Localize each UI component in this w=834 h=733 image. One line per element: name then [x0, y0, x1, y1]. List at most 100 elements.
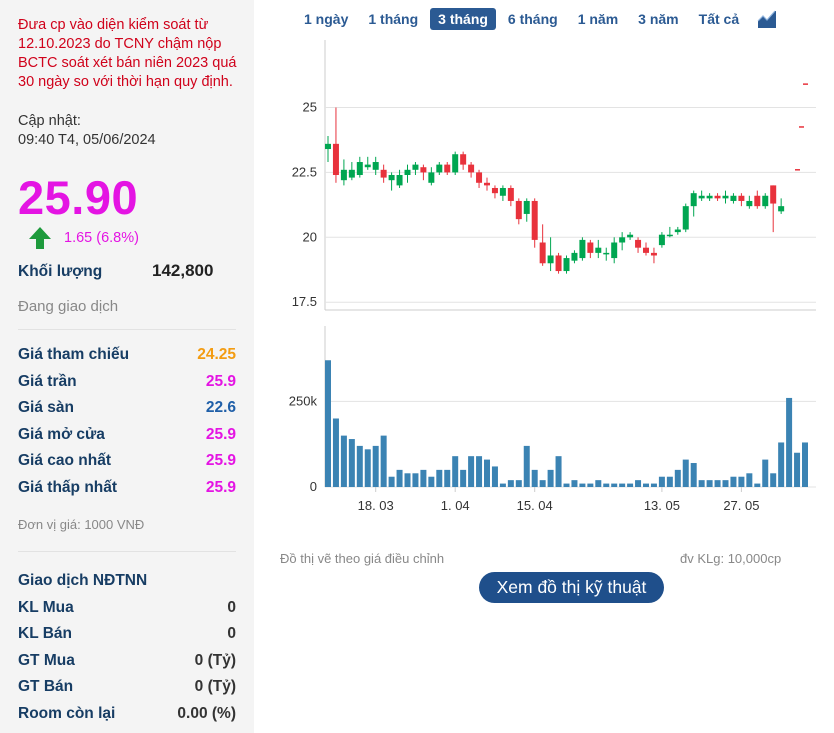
candle-body	[372, 162, 379, 170]
volume-bar	[356, 445, 363, 487]
candle	[491, 185, 498, 199]
candle	[627, 232, 634, 240]
candle-body	[507, 187, 514, 201]
volume-unit-note: đv KLg: 10,000cp	[680, 551, 782, 566]
volume-bar	[754, 483, 761, 487]
volume-bar	[468, 456, 475, 487]
volume-bar	[730, 476, 737, 487]
foreign-row-buy-volume: KL Mua 0	[18, 599, 236, 616]
candle-body	[515, 200, 522, 220]
candle	[364, 156, 371, 170]
volume-value: 142,800	[152, 261, 214, 280]
candle	[754, 190, 761, 209]
candle	[643, 242, 649, 256]
volume-bar	[762, 459, 769, 487]
candle	[571, 250, 578, 264]
volume-bar	[325, 360, 331, 487]
volume-bar	[658, 476, 665, 487]
foreign-row-room: Room còn lại 0.00 (%)	[18, 705, 236, 722]
tab-1-day[interactable]: 1 ngày	[304, 11, 349, 27]
candle	[635, 237, 642, 253]
volume-bar	[722, 480, 729, 487]
tab-all[interactable]: Tất cả	[698, 11, 740, 27]
candle	[412, 162, 419, 175]
candle	[698, 190, 705, 201]
candle-body	[420, 167, 427, 173]
tab-3-months[interactable]: 3 tháng	[430, 8, 496, 30]
candle	[611, 237, 618, 264]
candle-body	[547, 255, 554, 264]
tab-3-years[interactable]: 3 năm	[638, 11, 679, 27]
candle	[348, 162, 355, 181]
updated-label: Cập nhật:	[18, 113, 81, 129]
volume-bar	[611, 483, 618, 487]
candle-body	[635, 239, 642, 248]
x-tick-label: 27. 05	[723, 498, 759, 513]
up-arrow-icon	[29, 227, 51, 249]
tab-1-month[interactable]: 1 tháng	[368, 11, 419, 27]
volume-bar	[444, 469, 451, 487]
candle	[603, 247, 610, 261]
candle	[396, 169, 403, 188]
volume-bar	[595, 480, 602, 487]
candle-body	[619, 237, 626, 243]
candle	[579, 237, 586, 261]
x-tick-label: 15. 04	[517, 498, 553, 513]
volume-bar	[332, 418, 339, 487]
volume-bar	[746, 473, 753, 487]
candle-body	[452, 154, 459, 173]
area-chart-icon[interactable]	[757, 9, 777, 29]
time-range-tabs: 1 ngày 1 tháng 3 tháng 6 tháng 1 năm 3 n…	[296, 7, 777, 31]
candle	[325, 136, 331, 163]
volume-bar	[348, 439, 355, 487]
volume-bar	[778, 442, 785, 487]
candle	[444, 162, 451, 175]
candle	[547, 237, 554, 272]
candle	[332, 107, 339, 183]
candle	[380, 164, 387, 183]
volume-bar	[603, 483, 610, 487]
x-tick-label: 13. 05	[644, 498, 680, 513]
candle-body	[682, 206, 689, 230]
candle	[436, 162, 443, 175]
candle	[531, 198, 538, 248]
volume-bar	[460, 469, 467, 487]
candle	[762, 193, 769, 209]
technical-chart-button[interactable]: Xem đồ thị kỹ thuật	[479, 572, 664, 603]
volume-bar	[714, 480, 721, 487]
candle-body	[714, 195, 721, 199]
candle	[658, 232, 665, 248]
volume-bar	[643, 483, 649, 487]
price-tick-label: 20	[303, 229, 317, 244]
candle	[730, 193, 737, 204]
volume-bar	[587, 483, 594, 487]
candle-body	[770, 185, 777, 204]
candle-body	[730, 195, 737, 201]
tab-6-months[interactable]: 6 tháng	[507, 11, 558, 27]
price-tick-label: 22.5	[292, 164, 317, 179]
tab-1-year[interactable]: 1 năm	[577, 11, 619, 27]
candle	[595, 239, 602, 259]
volume-bar	[706, 480, 713, 487]
candle	[340, 159, 347, 186]
volume-bar	[698, 480, 705, 487]
candle-body	[690, 193, 697, 207]
candle-body	[436, 164, 443, 173]
price-row-reference: Giá tham chiếu 24.25	[18, 346, 236, 363]
candle	[499, 185, 506, 201]
candle-body	[658, 234, 665, 246]
candle-body	[325, 143, 331, 150]
candle-body	[364, 164, 371, 168]
foreign-trading-title: Giao dịch NĐTNN	[18, 572, 148, 589]
volume-bar	[794, 452, 801, 487]
volume-bar	[372, 445, 379, 487]
candle-body	[388, 175, 395, 181]
candle	[428, 167, 435, 186]
candle	[682, 203, 689, 233]
divider	[18, 551, 236, 552]
candle	[650, 247, 657, 264]
volume-bar	[786, 397, 793, 487]
candle	[356, 156, 363, 178]
volume-bar	[420, 469, 427, 487]
candle	[714, 193, 721, 201]
